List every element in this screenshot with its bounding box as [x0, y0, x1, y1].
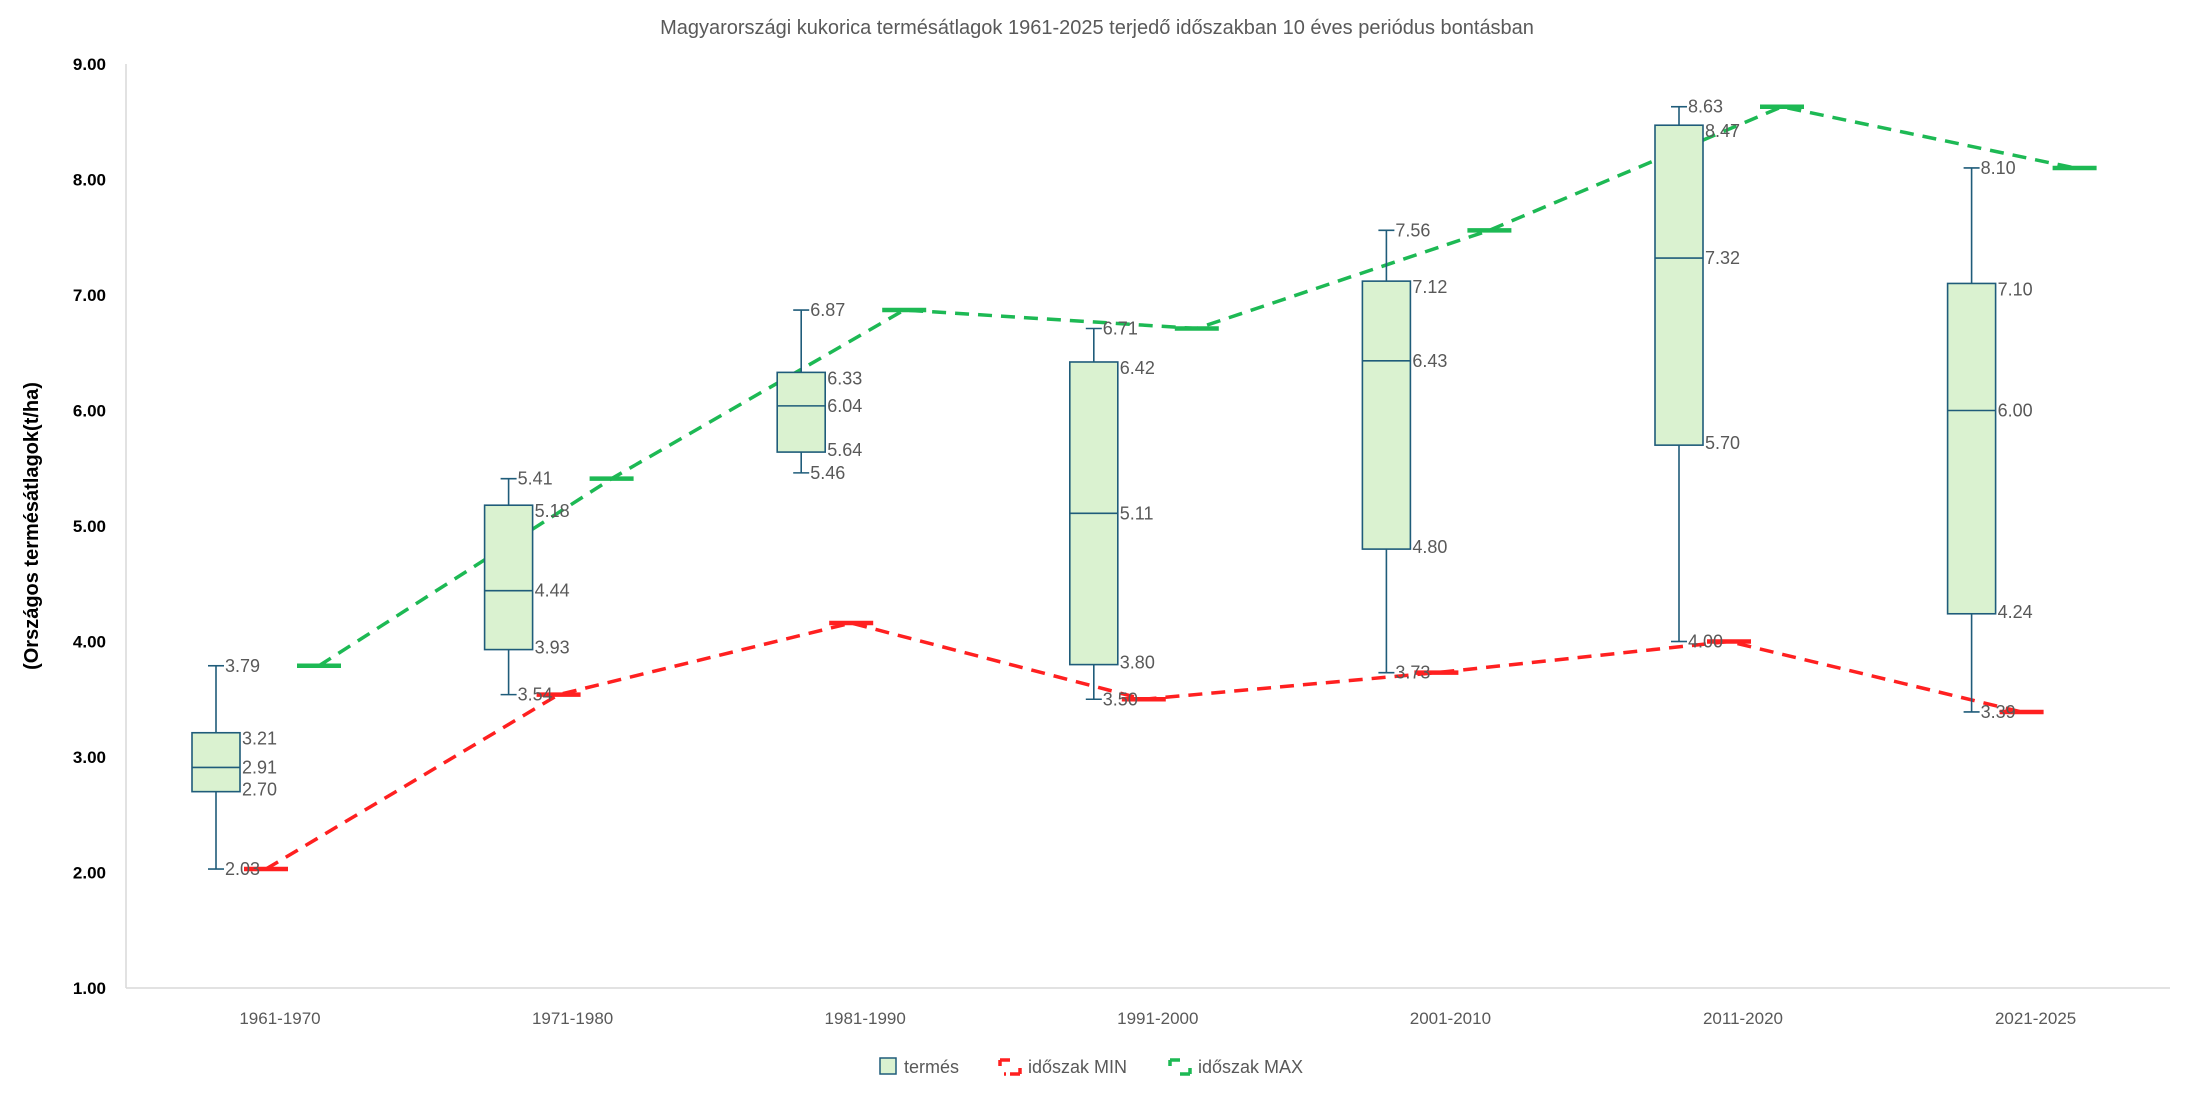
box — [191, 731, 241, 793]
data-label-median: 2.91 — [242, 757, 277, 777]
data-label-q1: 2.70 — [242, 780, 277, 800]
data-label-max: 6.87 — [810, 300, 845, 320]
box — [1654, 124, 1704, 446]
box — [1946, 282, 1997, 615]
data-label-median: 5.11 — [1120, 503, 1154, 523]
data-label-max: 3.79 — [225, 656, 260, 676]
x-tick-label: 2011-2020 — [1703, 1009, 1783, 1028]
data-label-q3: 3.21 — [242, 729, 277, 749]
data-label-q1: 3.93 — [535, 638, 570, 658]
data-label-max: 5.41 — [518, 469, 553, 489]
max-series-line — [318, 104, 2075, 668]
data-label-min: 3.73 — [1395, 663, 1430, 683]
y-tick-label: 3.00 — [73, 748, 106, 767]
box — [776, 371, 827, 453]
legend-swatch-min — [998, 1058, 1022, 1076]
data-label-q3: 5.18 — [535, 501, 570, 521]
chart-title: Magyarországi kukorica termésátlagok 196… — [660, 17, 1534, 39]
data-label-min: 2.03 — [225, 859, 260, 879]
y-tick-label: 1.00 — [73, 979, 106, 998]
data-label-max: 6.71 — [1103, 318, 1138, 338]
data-label-min: 5.46 — [810, 463, 845, 483]
data-label-q3: 7.12 — [1412, 277, 1447, 297]
data-label-median: 4.44 — [535, 581, 570, 601]
box — [483, 504, 534, 651]
data-label-q3: 8.47 — [1705, 121, 1740, 141]
box — [1361, 280, 1412, 550]
data-label-q1: 3.80 — [1120, 653, 1155, 673]
x-tick-label: 1961-1970 — [239, 1009, 320, 1028]
y-tick-label: 7.00 — [73, 286, 106, 305]
data-label-q3: 7.10 — [1998, 279, 2033, 299]
data-label-q1: 5.64 — [827, 440, 862, 460]
data-label-median: 7.32 — [1705, 248, 1740, 268]
data-label-q3: 6.42 — [1120, 358, 1155, 378]
y-axis-title: (Országos termésátlagok(t/ha) — [21, 382, 43, 670]
x-tick-label: 2001-2010 — [1410, 1009, 1491, 1028]
y-tick-label: 8.00 — [73, 171, 106, 190]
legend: termés időszak MIN időszak MAX — [879, 1057, 1303, 1077]
data-label-q1: 5.70 — [1705, 433, 1740, 453]
legend-label-min: időszak MIN — [1028, 1057, 1127, 1077]
data-label-median: 6.43 — [1412, 351, 1447, 371]
legend-label-max: időszak MAX — [1198, 1057, 1303, 1077]
data-label-min: 3.50 — [1103, 689, 1138, 709]
y-tick-label: 6.00 — [73, 402, 106, 421]
legend-swatch-max — [1168, 1058, 1192, 1076]
data-label-min: 3.39 — [1981, 702, 2016, 722]
data-label-q1: 4.80 — [1412, 537, 1447, 557]
y-tick-label: 9.00 — [73, 55, 106, 74]
y-tick-label: 5.00 — [73, 517, 106, 536]
x-tick-label: 1971-1980 — [532, 1009, 613, 1028]
data-label-q1: 4.24 — [1998, 602, 2033, 622]
x-tick-label: 2021-2025 — [1995, 1009, 2076, 1028]
legend-swatch-termes — [879, 1057, 897, 1075]
y-tick-label: 4.00 — [73, 633, 106, 652]
legend-label-termes: termés — [904, 1057, 959, 1077]
data-label-median: 6.00 — [1998, 401, 2033, 421]
y-tick-label: 2.00 — [73, 864, 106, 883]
data-label-min: 4.00 — [1688, 632, 1723, 652]
data-label-max: 8.10 — [1981, 158, 2016, 178]
data-label-min: 3.54 — [518, 685, 553, 705]
x-tick-label: 1991-2000 — [1117, 1009, 1198, 1028]
x-tick-label: 1981-1990 — [825, 1009, 906, 1028]
data-label-max: 7.56 — [1395, 220, 1430, 240]
data-label-q3: 6.33 — [827, 368, 862, 388]
data-label-max: 8.63 — [1688, 97, 1723, 117]
data-label-median: 6.04 — [827, 396, 862, 416]
